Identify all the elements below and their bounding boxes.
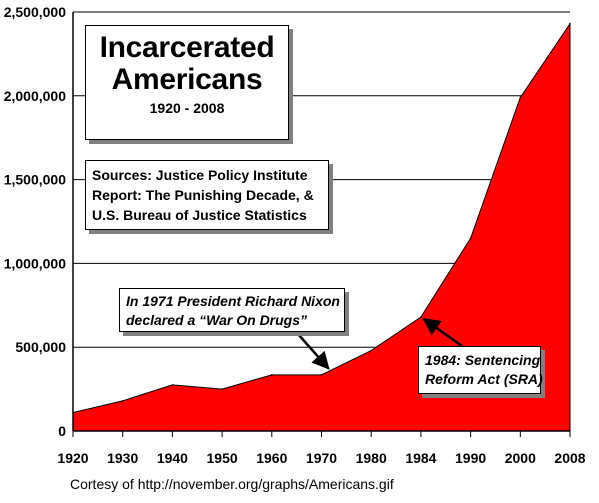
y-tick-label: 0 (58, 423, 66, 439)
sources-line-3: U.S. Bureau of Justice Statistics (92, 207, 307, 223)
annotation-war-on-drugs-line-1: In 1971 President Richard Nixon (126, 293, 340, 309)
chart-title: Incarcerated Americans (86, 32, 288, 96)
chart-title-line-2: Americans (111, 63, 263, 96)
y-tick-label: 500,000 (15, 339, 66, 355)
x-tick-label: 2008 (554, 450, 585, 466)
y-tick-label: 2,500,000 (4, 4, 66, 20)
x-tick-label: 1950 (207, 450, 238, 466)
data-point (519, 96, 522, 99)
x-tick-label: 1920 (57, 450, 88, 466)
x-tick-label: 1930 (107, 450, 138, 466)
annotation-war-on-drugs-line-2: declared a “War On Drugs” (126, 312, 308, 328)
x-tick-label: 1940 (157, 450, 188, 466)
annotation-sra-line-1: 1984: Sentencing (425, 352, 541, 368)
x-tick-label: 1980 (356, 450, 387, 466)
y-tick-label: 1,500,000 (4, 172, 66, 188)
data-point (121, 400, 124, 402)
data-point (420, 316, 422, 318)
data-point (569, 22, 571, 25)
annotation-sra: 1984: Sentencing Reform Act (SRA) (418, 346, 543, 394)
annotation-arrow-sra (422, 318, 463, 348)
sources-line-1: Sources: Justice Policy Institute (92, 167, 308, 183)
chart-subtitle: 1920 - 2008 (149, 100, 225, 116)
annotation-arrow-war-on-drugs (297, 333, 330, 370)
title-box: Incarcerated Americans 1920 - 2008 (85, 25, 289, 140)
x-tick-label: 1970 (306, 450, 337, 466)
data-area (72, 22, 571, 432)
data-point (320, 374, 323, 376)
data-point (469, 237, 472, 240)
credit-text: Cortesy of http://november.org/graphs/Am… (70, 476, 394, 492)
y-tick-label: 2,000,000 (4, 88, 66, 104)
y-tick-label: 1,000,000 (4, 255, 66, 271)
sources-box: Sources: Justice Policy Institute Report… (85, 160, 329, 230)
data-point (221, 388, 223, 390)
data-point (271, 374, 273, 376)
sources-line-2: Report: The Punishing Decade, & (92, 187, 314, 203)
chart-title-line-1: Incarcerated (99, 31, 275, 64)
data-point (171, 384, 174, 386)
x-tick-label: 1960 (256, 450, 287, 466)
annotation-sra-line-2: Reform Act (SRA) (425, 371, 543, 387)
annotation-war-on-drugs: In 1971 President Richard Nixon declared… (119, 288, 345, 332)
x-tick-label: 1984 (405, 450, 436, 466)
data-point (370, 349, 373, 352)
x-tick-label: 1990 (455, 450, 486, 466)
x-tick-label: 2000 (505, 450, 536, 466)
